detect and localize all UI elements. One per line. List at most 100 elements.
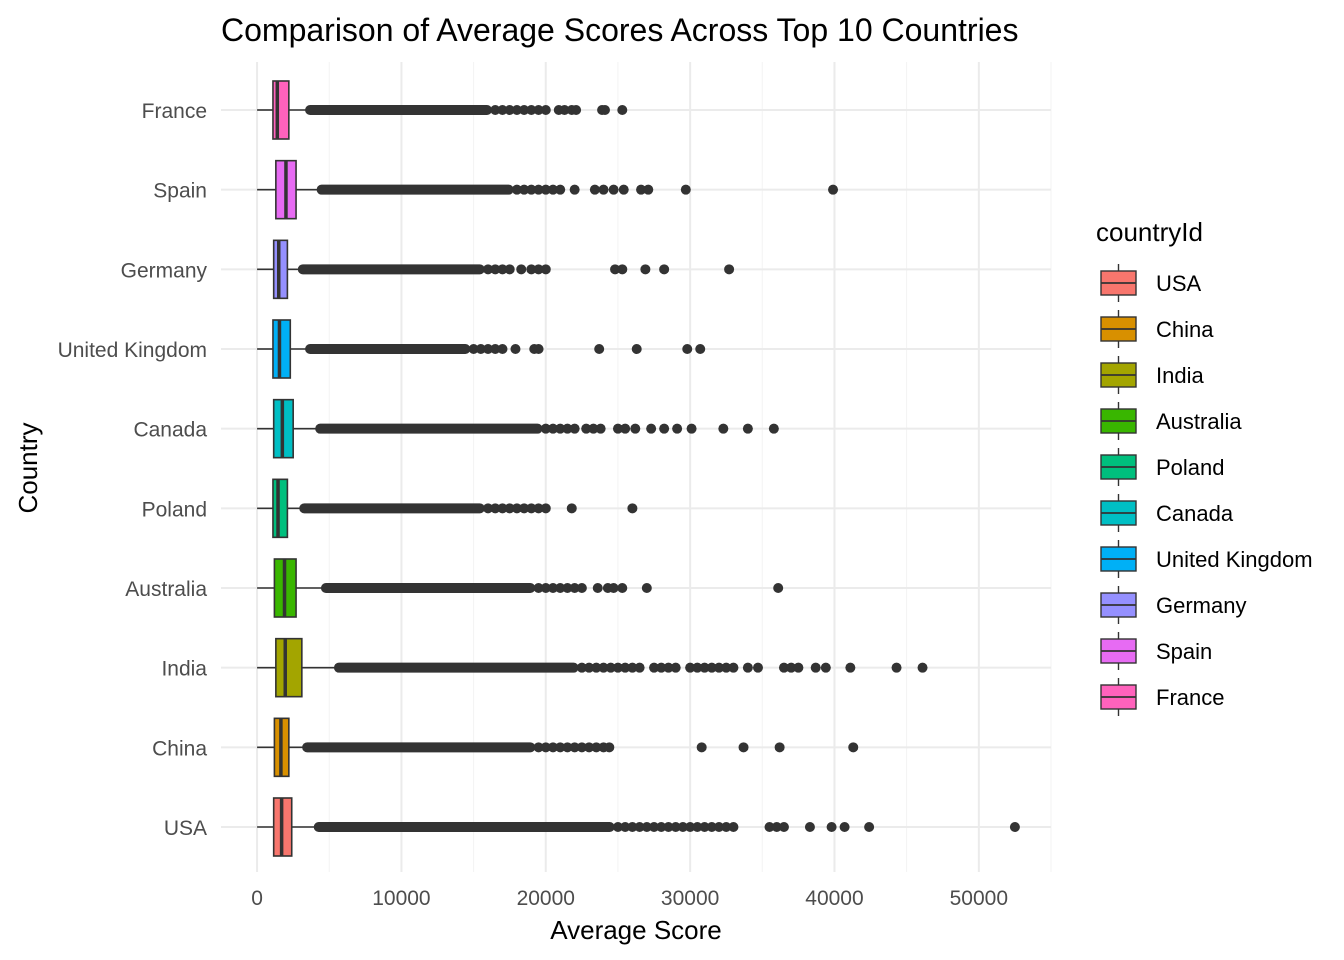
y-axis-title: Country [13, 422, 43, 513]
outlier-point [559, 105, 570, 115]
outlier-band [316, 184, 514, 195]
legend-title: countryId [1096, 217, 1203, 247]
outlier-point [540, 105, 551, 115]
outlier-point [598, 662, 609, 673]
outlier-point [718, 423, 729, 434]
legend-item: France [1100, 678, 1224, 716]
outlier-point [677, 822, 688, 832]
outlier-point [656, 662, 667, 673]
outlier-point [589, 184, 600, 195]
outlier-point [595, 423, 606, 434]
outlier-point [510, 344, 521, 354]
outlier-point [526, 503, 537, 514]
outlier-point [612, 423, 623, 434]
y-tick-label: France [142, 100, 207, 123]
outlier-point [612, 662, 623, 673]
legend-item: Australia [1100, 402, 1242, 440]
legend: countryId USA China India Australia Poland Ca… [1096, 217, 1313, 716]
outlier-point [706, 822, 717, 832]
outlier-point [569, 583, 580, 593]
outlier-point [533, 184, 544, 195]
outlier-point [592, 583, 603, 593]
outlier-point [599, 105, 610, 115]
outlier-point [581, 423, 592, 434]
outlier-point [634, 822, 645, 832]
outlier-point [828, 184, 839, 195]
outlier-point [490, 503, 501, 514]
outlier-point [483, 503, 494, 514]
outlier-point [490, 344, 501, 354]
outlier-point [620, 423, 631, 434]
outlier-point [699, 822, 710, 832]
outlier-point [670, 822, 681, 832]
outlier-point [728, 822, 739, 832]
outlier-point [773, 583, 784, 593]
outlier-point [649, 822, 660, 832]
outlier-point [548, 184, 558, 195]
outlier-point [618, 184, 629, 195]
box-poland [257, 478, 638, 539]
outlier-point [594, 344, 605, 354]
y-tick-label: Poland [142, 498, 207, 521]
outlier-point [649, 662, 660, 673]
outlier-point [627, 662, 638, 673]
outlier-point [533, 264, 544, 275]
outlier-point [555, 184, 566, 195]
outlier-point [696, 742, 707, 753]
outlier-point [742, 662, 753, 673]
outlier-point [864, 822, 875, 832]
x-tick-label: 20000 [517, 887, 575, 910]
y-tick-label: Canada [133, 419, 207, 442]
outlier-point [721, 662, 732, 673]
box-iqr [272, 80, 290, 140]
outlier-point [672, 423, 683, 434]
outlier-point [526, 264, 537, 275]
outlier-point [610, 264, 621, 275]
box-layer [257, 80, 1020, 857]
x-tick-labels: 0 10000 20000 30000 40000 50000 [251, 887, 1008, 910]
legend-label: Australia [1156, 409, 1242, 434]
outlier-point [612, 822, 623, 832]
outlier-point [533, 344, 544, 354]
outlier-point [576, 662, 587, 673]
outlier-point [584, 662, 595, 673]
outlier-point [562, 742, 573, 753]
outlier-point [540, 423, 551, 434]
outlier-point [848, 742, 859, 753]
outlier-point [714, 822, 724, 832]
box-iqr [275, 637, 303, 698]
outlier-point [768, 423, 779, 434]
outlier-point [695, 344, 706, 354]
outlier-point [490, 264, 501, 275]
outlier-point [526, 105, 537, 115]
outlier-point [738, 742, 749, 753]
outlier-point [917, 662, 928, 673]
outlier-point [774, 742, 785, 753]
outlier-point [519, 105, 530, 115]
outlier-point [663, 822, 674, 832]
box-australia [257, 558, 784, 618]
outlier-point [511, 105, 522, 115]
outlier-point [555, 742, 566, 753]
outlier-point [588, 423, 599, 434]
outlier-band [320, 583, 536, 593]
legend-item: Poland [1100, 448, 1225, 486]
outlier-point [643, 184, 654, 195]
outlier-point [490, 105, 501, 115]
outlier-point [516, 264, 527, 275]
outlier-point [519, 503, 530, 514]
outlier-point [468, 344, 479, 354]
outlier-point [659, 423, 670, 434]
outlier-point [533, 742, 544, 753]
outlier-band [333, 662, 579, 673]
outlier-point [504, 503, 515, 514]
outlier-point [605, 662, 616, 673]
y-tick-labels: USA China India Australia Poland Canada United… [58, 100, 208, 840]
outlier-band [305, 344, 471, 354]
outlier-point [555, 583, 566, 593]
outlier-point [608, 583, 619, 593]
outlier-point [627, 822, 638, 832]
outlier-point [504, 264, 515, 275]
outlier-point [752, 662, 763, 673]
outlier-point [555, 423, 566, 434]
